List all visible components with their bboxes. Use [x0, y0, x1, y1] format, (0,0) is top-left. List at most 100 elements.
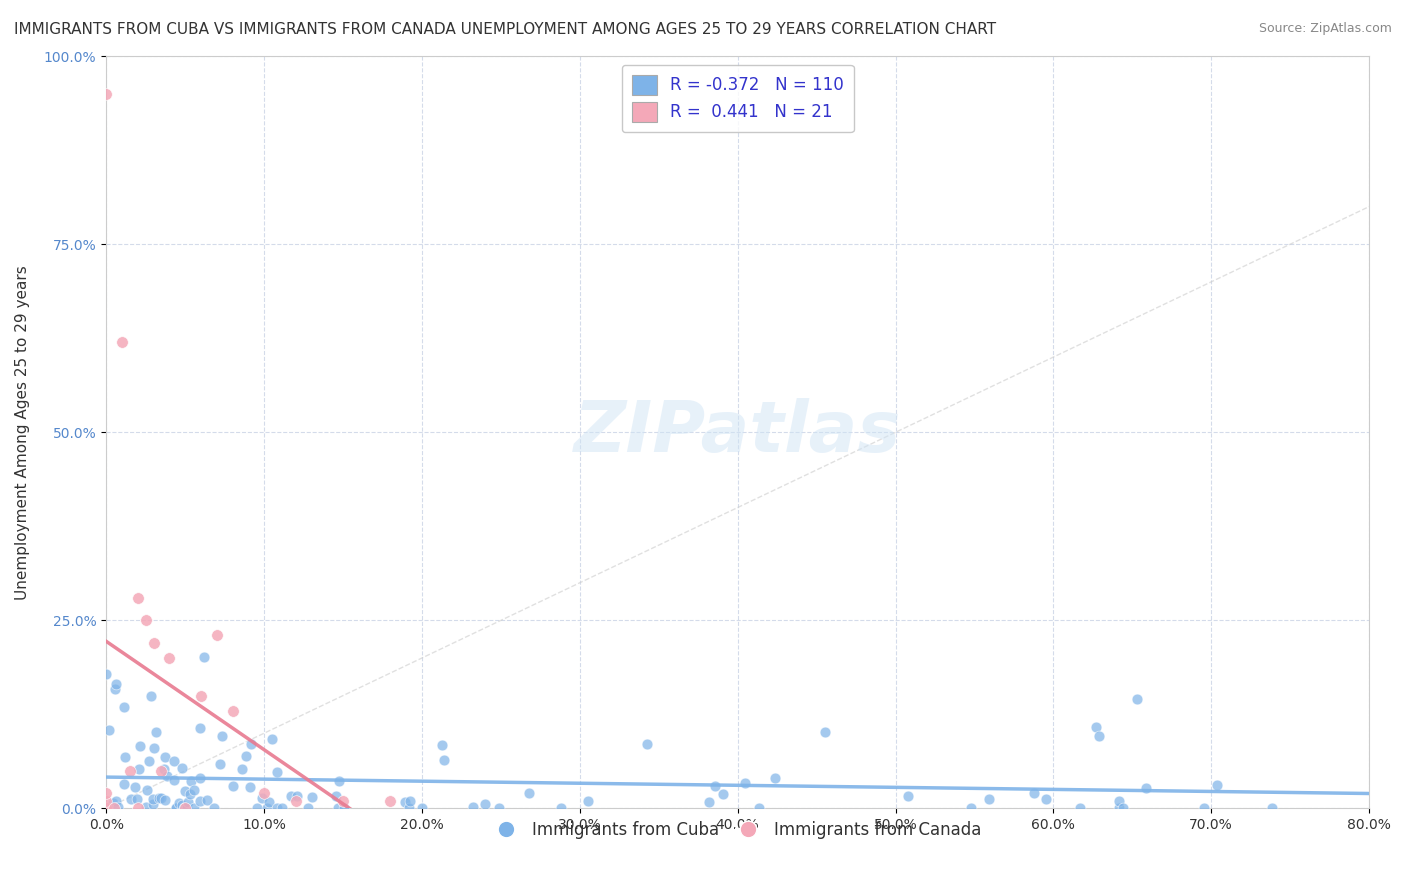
Point	[550, 801, 572, 815]
Point	[150, 791, 173, 805]
Point	[1084, 720, 1107, 734]
Point	[120, 792, 142, 806]
Point	[1108, 801, 1130, 815]
Point	[221, 704, 243, 718]
Point	[118, 764, 141, 778]
Point	[104, 794, 127, 808]
Point	[173, 801, 195, 815]
Point	[183, 783, 205, 797]
Point	[1108, 794, 1130, 808]
Point	[96, 786, 118, 800]
Point	[125, 792, 148, 806]
Point	[747, 801, 769, 815]
Point	[977, 792, 1000, 806]
Point	[177, 796, 200, 810]
Point	[174, 800, 197, 814]
Point	[141, 690, 163, 704]
Point	[205, 628, 228, 642]
Point	[266, 765, 288, 780]
Point	[135, 800, 157, 814]
Point	[179, 787, 201, 801]
Point	[260, 732, 283, 747]
Point	[394, 796, 416, 810]
Point	[98, 723, 121, 737]
Point	[699, 796, 721, 810]
Point	[156, 769, 179, 783]
Point	[112, 700, 135, 714]
Point	[333, 801, 356, 815]
Point	[488, 801, 510, 815]
Point	[195, 793, 218, 807]
Point	[135, 613, 157, 627]
Point	[960, 801, 983, 815]
Point	[266, 801, 288, 815]
Point	[734, 776, 756, 790]
Point	[107, 800, 129, 814]
Point	[145, 724, 167, 739]
Point	[193, 650, 215, 665]
Point	[1035, 791, 1057, 805]
Point	[1135, 780, 1157, 795]
Point	[328, 773, 350, 788]
Point	[380, 794, 402, 808]
Point	[474, 797, 496, 811]
Point	[136, 782, 159, 797]
Point	[297, 801, 319, 815]
Point	[96, 87, 118, 101]
Point	[142, 740, 165, 755]
Point	[157, 651, 180, 665]
Point	[128, 762, 150, 776]
Point	[103, 801, 125, 815]
Point	[519, 786, 541, 800]
Point	[183, 801, 205, 815]
Point	[112, 777, 135, 791]
Point	[173, 784, 195, 798]
Point	[1069, 801, 1091, 815]
Point	[172, 798, 194, 813]
Point	[114, 750, 136, 764]
Point	[174, 801, 197, 815]
Point	[814, 725, 837, 739]
Y-axis label: Unemployment Among Ages 25 to 29 years: Unemployment Among Ages 25 to 29 years	[15, 265, 30, 599]
Point	[124, 780, 146, 795]
Point	[211, 730, 233, 744]
Point	[252, 791, 274, 805]
Point	[711, 787, 734, 801]
Point	[148, 791, 170, 805]
Point	[152, 763, 174, 777]
Point	[235, 749, 257, 764]
Text: IMMIGRANTS FROM CUBA VS IMMIGRANTS FROM CANADA UNEMPLOYMENT AMONG AGES 25 TO 29 : IMMIGRANTS FROM CUBA VS IMMIGRANTS FROM …	[14, 22, 997, 37]
Point	[1205, 778, 1227, 792]
Point	[176, 801, 198, 815]
Point	[188, 721, 211, 735]
Point	[105, 677, 128, 691]
Point	[165, 801, 187, 815]
Point	[433, 753, 456, 767]
Point	[256, 801, 278, 815]
Point	[231, 762, 253, 776]
Point	[763, 771, 786, 785]
Point	[576, 794, 599, 808]
Point	[222, 779, 245, 793]
Text: ZIPatlas: ZIPatlas	[574, 398, 901, 467]
Text: Source: ZipAtlas.com: Source: ZipAtlas.com	[1258, 22, 1392, 36]
Point	[96, 794, 118, 808]
Point	[284, 794, 307, 808]
Point	[127, 591, 149, 605]
Point	[150, 764, 173, 778]
Point	[636, 737, 658, 751]
Point	[301, 790, 323, 805]
Point	[142, 797, 165, 811]
Point	[897, 789, 920, 804]
Point	[162, 754, 184, 768]
Point	[138, 754, 160, 768]
Point	[208, 757, 231, 772]
Point	[398, 794, 420, 808]
Point	[163, 773, 186, 788]
Point	[188, 771, 211, 785]
Point	[142, 791, 165, 805]
Point	[180, 774, 202, 789]
Point	[240, 737, 263, 751]
Point	[328, 800, 350, 814]
Point	[280, 789, 302, 803]
